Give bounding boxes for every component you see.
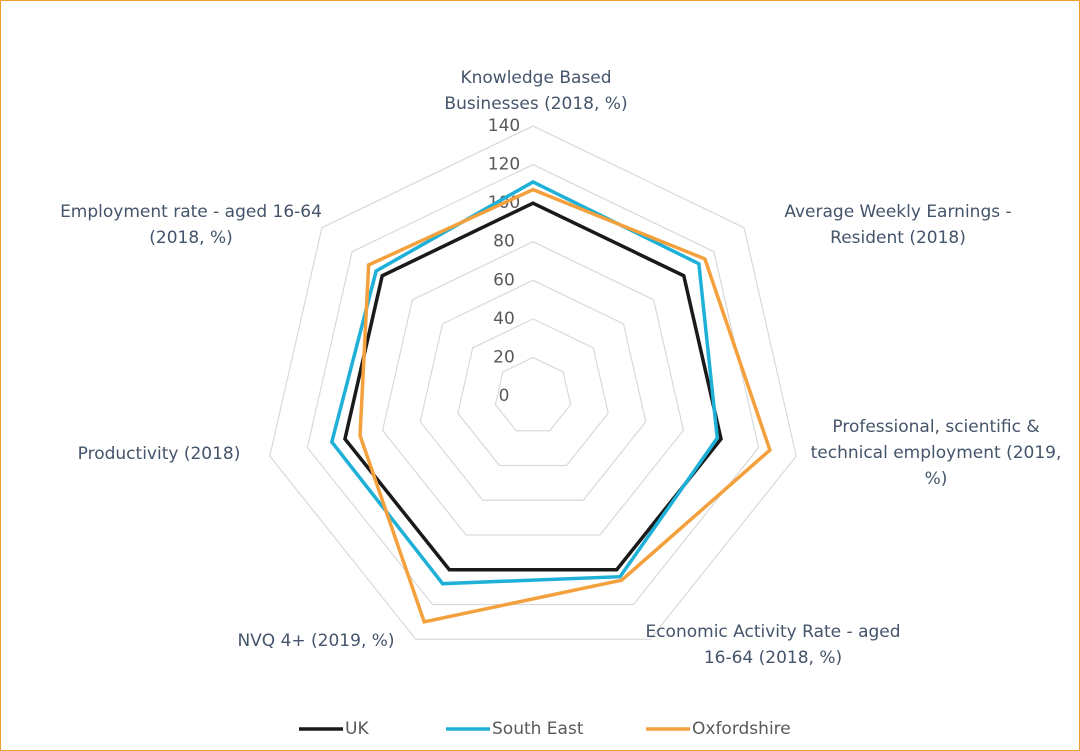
grid-ring [494,356,572,432]
series-line [329,179,720,586]
series-line [343,201,723,572]
legend-label: South East [492,719,584,739]
legend-label: Oxfordshire [692,719,791,739]
grid-ring [457,318,609,467]
r-tick-label: 120 [488,155,520,175]
category-label: Employment rate - aged 16-64 (2018, %) [60,202,322,248]
r-tick-label: 80 [493,232,515,252]
category-label: Economic Activity Rate - aged 16-64 (201… [645,622,901,668]
category-label: Average Weekly Earnings - Resident (2018… [784,202,1012,248]
category-label: Productivity (2018) [77,444,241,464]
r-tick-label: 20 [493,347,515,367]
legend-label: UK [345,719,369,739]
series-line [358,187,772,624]
r-tick-label: 140 [488,116,520,136]
category-label: NVQ 4+ (2019, %) [237,631,395,651]
grid-ring [381,241,685,536]
r-tick-label: 40 [493,309,515,329]
r-tick-label: 60 [493,270,515,290]
r-tick-label: 0 [499,386,510,406]
category-label: Professional, scientific & technical emp… [810,417,1062,489]
category-label: Knowledge Based Businesses (2018, %) [444,68,628,114]
grid-ring [306,163,760,606]
grid-ring [269,125,797,640]
grid-ring [419,279,647,501]
